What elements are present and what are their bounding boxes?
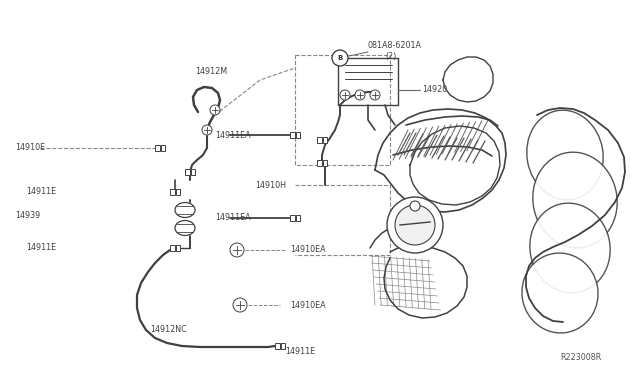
Bar xyxy=(275,343,280,349)
Text: 14910E: 14910E xyxy=(15,144,45,153)
Text: R223008R: R223008R xyxy=(560,353,601,362)
Text: (2): (2) xyxy=(385,51,396,61)
Bar xyxy=(170,245,175,251)
Bar xyxy=(296,215,300,221)
Circle shape xyxy=(410,201,420,211)
Bar xyxy=(323,137,327,143)
Ellipse shape xyxy=(527,110,604,200)
Text: 14910EA: 14910EA xyxy=(290,246,326,254)
Bar xyxy=(317,160,321,166)
Bar xyxy=(175,189,180,195)
Bar xyxy=(323,160,327,166)
Text: 14910H: 14910H xyxy=(255,180,286,189)
Ellipse shape xyxy=(530,203,610,293)
Bar xyxy=(280,343,285,349)
Ellipse shape xyxy=(175,221,195,235)
Text: 14911E: 14911E xyxy=(26,187,56,196)
Text: 14911E: 14911E xyxy=(285,347,315,356)
Text: 14912M: 14912M xyxy=(195,67,227,77)
Text: 14911EA: 14911EA xyxy=(215,214,251,222)
Ellipse shape xyxy=(533,152,617,248)
Text: 14911E: 14911E xyxy=(26,244,56,253)
Ellipse shape xyxy=(175,202,195,218)
Text: 14920: 14920 xyxy=(422,86,447,94)
Text: B: B xyxy=(337,55,342,61)
Bar xyxy=(317,137,321,143)
Bar xyxy=(296,132,300,138)
Bar xyxy=(290,132,294,138)
Text: 14910EA: 14910EA xyxy=(290,301,326,310)
Circle shape xyxy=(355,90,365,100)
Bar xyxy=(175,245,180,251)
Circle shape xyxy=(210,105,220,115)
Bar xyxy=(191,169,195,175)
Circle shape xyxy=(332,50,348,66)
Ellipse shape xyxy=(522,253,598,333)
Circle shape xyxy=(387,197,443,253)
Bar xyxy=(185,169,189,175)
Circle shape xyxy=(340,90,350,100)
Bar xyxy=(155,145,159,151)
Text: 14939: 14939 xyxy=(15,211,40,219)
Text: 14912NC: 14912NC xyxy=(150,326,187,334)
Circle shape xyxy=(202,125,212,135)
Text: 081A8-6201A: 081A8-6201A xyxy=(368,42,422,51)
Bar xyxy=(290,215,294,221)
Circle shape xyxy=(370,90,380,100)
Circle shape xyxy=(233,298,247,312)
Bar xyxy=(161,145,165,151)
Circle shape xyxy=(395,205,435,245)
Bar xyxy=(170,189,175,195)
Text: 14911EA: 14911EA xyxy=(215,131,251,140)
Circle shape xyxy=(230,243,244,257)
